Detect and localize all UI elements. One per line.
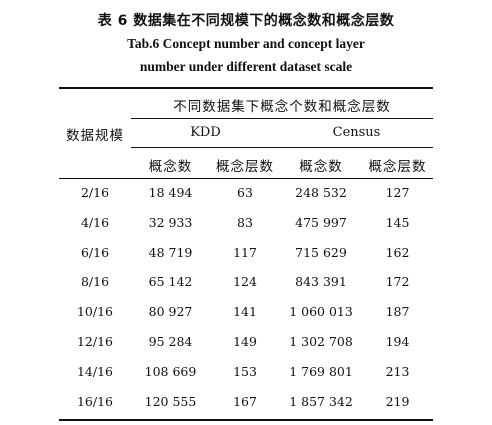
cell-census-concepts: 1 302 708 — [289, 334, 353, 349]
header-bottom-rule — [59, 178, 433, 179]
cell-kdd-concepts: 120 555 — [144, 393, 197, 409]
caption-english-line-2: number under different dataset scale — [139, 59, 353, 74]
cell-scale: 4/16 — [80, 214, 110, 230]
cell-kdd-layers: 63 — [237, 185, 253, 200]
sub-header-census-concepts: 概念数 — [299, 159, 343, 175]
sub-header-kdd-layers: 概念层数 — [216, 159, 274, 175]
cell-census-layers: 213 — [385, 363, 410, 379]
cell-kdd-layers: 117 — [233, 244, 257, 260]
cell-kdd-concepts: 80 927 — [148, 304, 193, 320]
cell-kdd-layers: 141 — [233, 304, 257, 320]
cell-census-layers: 145 — [385, 214, 410, 230]
cell-census-concepts: 1 769 801 — [289, 363, 353, 379]
cell-kdd-concepts: 65 142 — [148, 274, 193, 290]
cell-census-concepts: 1 060 013 — [289, 304, 353, 320]
cell-census-layers: 219 — [385, 393, 410, 409]
cell-census-concepts: 715 629 — [295, 244, 347, 260]
row-header-scale: 数据规模 — [66, 128, 124, 144]
cell-census-concepts: 1 857 342 — [289, 393, 353, 409]
cell-scale: 2/16 — [80, 185, 110, 200]
sub-header-kdd-concepts: 概念数 — [148, 159, 193, 175]
cell-kdd-concepts: 108 669 — [144, 363, 197, 379]
cell-scale: 6/16 — [80, 244, 110, 260]
cell-kdd-layers: 149 — [233, 334, 257, 349]
cell-census-concepts: 843 391 — [295, 274, 347, 290]
cell-census-layers: 194 — [385, 334, 410, 349]
cell-kdd-layers: 167 — [233, 393, 257, 409]
cell-census-concepts: 475 997 — [295, 214, 347, 230]
table-bottom-rule — [59, 419, 433, 421]
cell-scale: 14/16 — [76, 363, 114, 379]
caption-english-line-1: Tab.6 Concept number and concept layer — [127, 36, 365, 51]
cell-census-layers: 187 — [385, 304, 410, 320]
group-header-rule — [131, 118, 433, 119]
cell-scale: 10/16 — [76, 304, 114, 320]
cell-scale: 12/16 — [76, 334, 114, 349]
cell-census-layers: 127 — [385, 185, 410, 200]
cell-census-concepts: 248 532 — [295, 185, 347, 200]
sub-header-census-layers: 概念层数 — [368, 159, 427, 175]
cell-kdd-concepts: 95 284 — [148, 334, 193, 349]
cell-kdd-layers: 83 — [237, 214, 253, 230]
cell-kdd-concepts: 48 719 — [148, 244, 193, 260]
cell-census-layers: 162 — [385, 244, 410, 260]
dataset-header-rule — [131, 147, 433, 148]
cell-kdd-concepts: 18 494 — [148, 185, 193, 200]
cell-census-layers: 172 — [385, 274, 410, 290]
caption-chinese: 表 6 数据集在不同规模下的概念数和概念层数 — [97, 13, 395, 29]
cell-kdd-layers: 124 — [233, 274, 257, 290]
cell-kdd-concepts: 32 933 — [148, 214, 193, 230]
cell-scale: 16/16 — [76, 393, 114, 409]
table-top-rule — [59, 87, 433, 89]
cell-kdd-layers: 153 — [233, 363, 257, 379]
cell-scale: 8/16 — [80, 274, 110, 290]
dataset-header-kdd: KDD — [190, 125, 221, 140]
dataset-header-census: Census — [332, 125, 381, 140]
group-header: 不同数据集下概念个数和概念层数 — [173, 99, 391, 115]
